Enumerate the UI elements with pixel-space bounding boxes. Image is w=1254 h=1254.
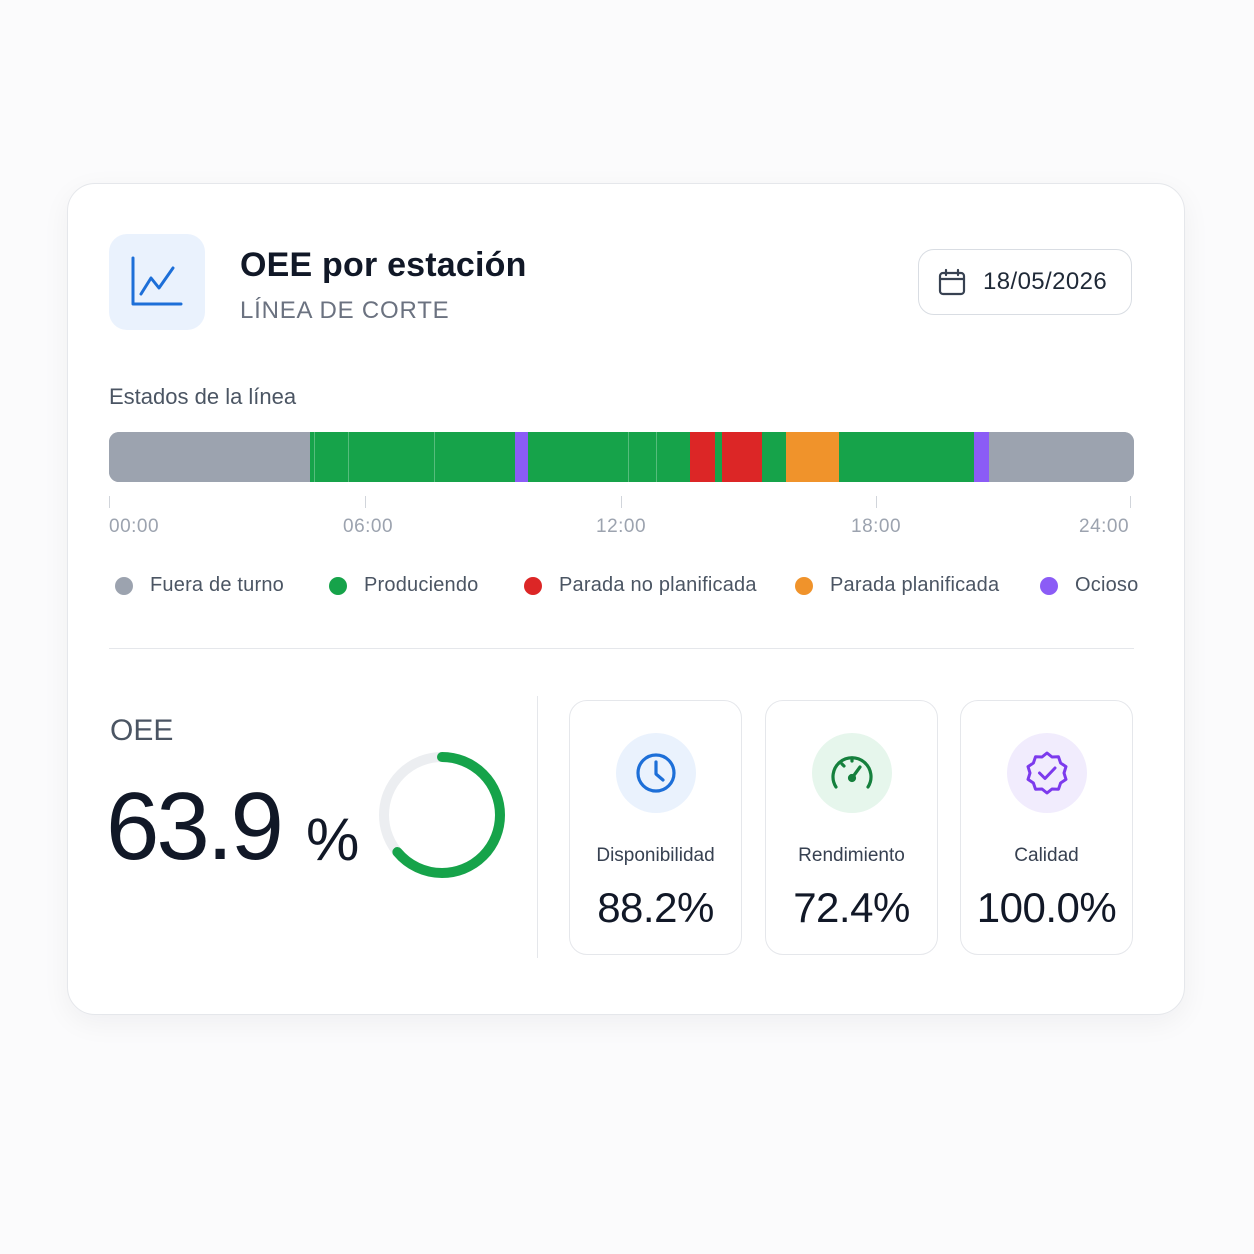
legend-item-planned: Parada planificada [795, 574, 999, 597]
metric-label: Calidad [1014, 845, 1079, 866]
axis-tick [109, 496, 110, 508]
axis-tick [365, 496, 366, 508]
oee-card: OEE por estación LÍNEA DE CORTE 18/05/20… [67, 183, 1185, 1015]
metric-value: 100.0% [976, 884, 1117, 931]
oee-progress-ring [379, 752, 505, 878]
calendar-icon [938, 268, 966, 296]
oee-label: OEE [110, 714, 174, 747]
legend-label: Produciendo [364, 574, 479, 596]
metric-card-performance: Rendimiento 72.4% [765, 700, 938, 955]
legend-item-unplanned: Parada no planificada [524, 574, 757, 597]
timeline-separator [655, 432, 657, 482]
line-chart-icon [131, 256, 183, 306]
timeline-segment-offshift [109, 432, 310, 482]
date-value: 18/05/2026 [983, 268, 1108, 295]
timeline-segment-unplanned [721, 432, 763, 482]
timeline-segment-planned [785, 432, 840, 482]
speedometer-icon-circle [811, 733, 892, 813]
badge-check-icon [1026, 751, 1067, 795]
timeline-axis: 00:00 06:00 12:00 18:00 24:00 [109, 496, 1134, 537]
timeline-segment-unplanned [689, 432, 716, 482]
card-title: OEE por estación [240, 246, 527, 284]
timeline-label: Estados de la línea [109, 384, 297, 409]
axis-tick [621, 496, 622, 508]
section-divider [109, 648, 1134, 649]
timeline-legend: Fuera de turno Produciendo Parada no pla… [109, 574, 1138, 604]
metric-card-quality: Calidad 100.0% [960, 700, 1133, 955]
legend-label: Parada planificada [830, 574, 1000, 596]
oee-unit: % [306, 806, 360, 873]
legend-label: Parada no planificada [559, 574, 757, 596]
timeline-segment-idle [514, 432, 528, 482]
metric-value: 72.4% [793, 884, 910, 931]
timeline-separator [627, 432, 629, 482]
metric-card-availability: Disponibilidad 88.2% [569, 700, 742, 955]
legend-dot [795, 576, 813, 595]
axis-label: 12:00 [596, 516, 647, 537]
axis-label: 00:00 [109, 516, 160, 537]
line-state-timeline [109, 432, 1134, 482]
timeline-segment-producing [527, 432, 690, 482]
legend-dot [329, 576, 347, 595]
metric-label: Disponibilidad [596, 845, 715, 866]
timeline-separator [433, 432, 435, 482]
legend-item-producing: Produciendo [329, 574, 479, 597]
vertical-divider [537, 696, 538, 958]
legend-item-offshift: Fuera de turno [115, 574, 284, 597]
legend-dot [1040, 576, 1058, 595]
axis-tick [876, 496, 877, 508]
axis-label: 18:00 [851, 516, 902, 537]
legend-label: Ocioso [1075, 574, 1139, 596]
badge-check-icon-circle [1006, 733, 1087, 813]
speedometer-icon [830, 756, 873, 789]
timeline-segment-offshift [988, 432, 1134, 482]
date-picker-button[interactable]: 18/05/2026 [918, 249, 1132, 315]
timeline-segment-producing [309, 432, 515, 482]
chart-tile [109, 234, 205, 330]
card-subtitle: LÍNEA DE CORTE [240, 297, 450, 324]
timeline-segment-producing [762, 432, 786, 482]
axis-tick [1130, 496, 1131, 508]
legend-dot [115, 576, 133, 595]
legend-item-idle: Ocioso [1040, 574, 1138, 597]
oee-value: 63.9 [106, 773, 284, 880]
timeline-separator [348, 432, 350, 482]
timeline-separator [314, 432, 315, 482]
timeline-segment-idle [973, 432, 989, 482]
axis-label: 06:00 [343, 516, 394, 537]
clock-icon [635, 753, 676, 793]
timeline-segment-producing [839, 432, 974, 482]
metric-label: Rendimiento [798, 845, 905, 866]
metric-value: 88.2% [597, 884, 714, 931]
axis-label: 24:00 [1079, 516, 1130, 537]
legend-label: Fuera de turno [150, 574, 284, 596]
legend-dot [524, 576, 542, 595]
clock-icon-circle [615, 733, 696, 813]
timeline-segment-producing [715, 432, 722, 482]
ring-progress-arc [379, 752, 505, 878]
